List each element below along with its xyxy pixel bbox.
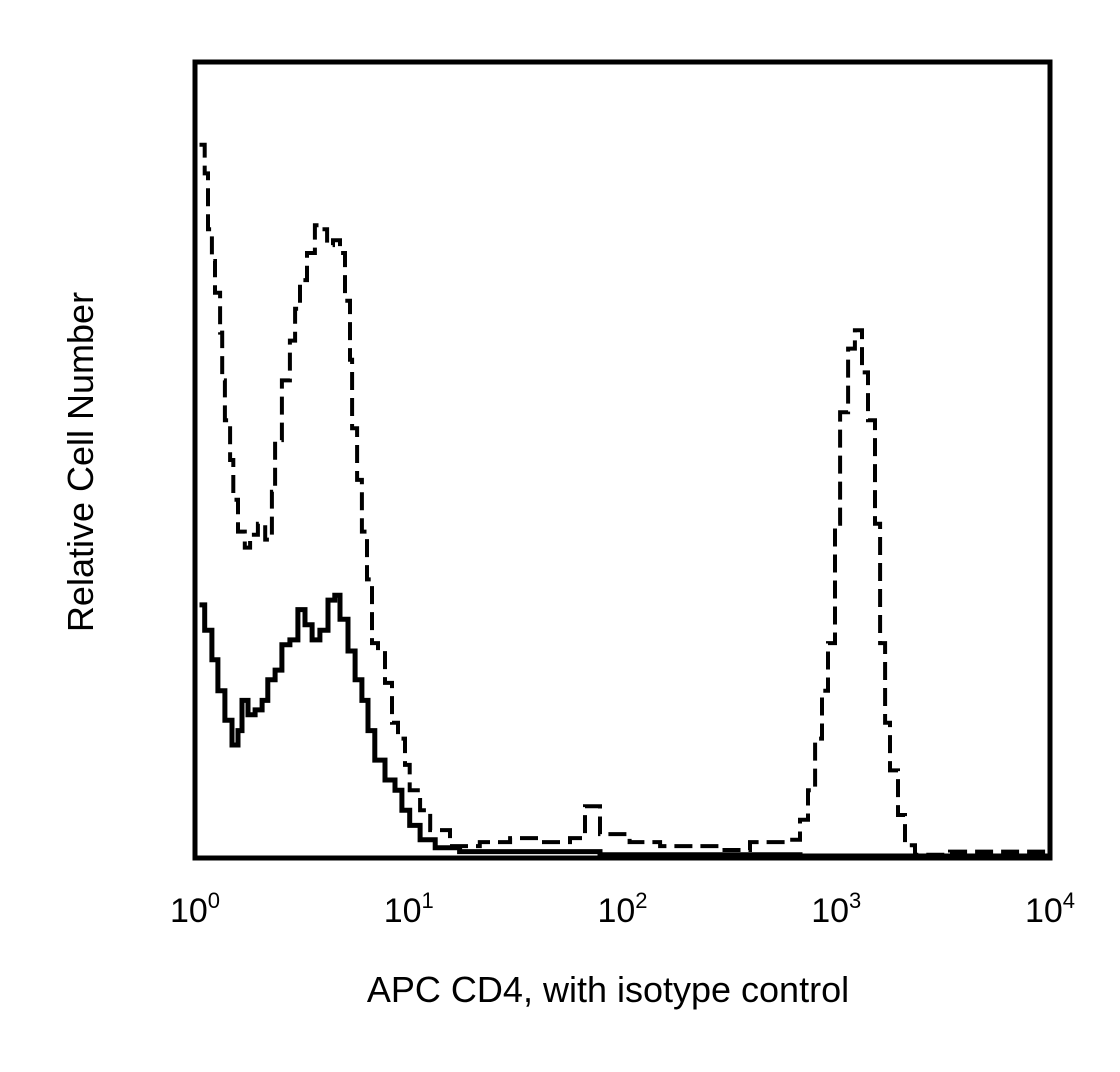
x-tick-label: 100 xyxy=(170,888,220,930)
series-0-dashed-line xyxy=(199,142,1052,857)
tick-base: 10 xyxy=(1025,892,1063,930)
tick-base: 10 xyxy=(384,892,422,930)
x-tick-labels: 100 101 102 103 104 xyxy=(170,888,1075,930)
tick-exponent: 4 xyxy=(1063,888,1075,913)
tick-base: 10 xyxy=(597,892,635,930)
x-tick-label: 103 xyxy=(811,888,861,930)
series-1-solid-line xyxy=(199,592,1053,859)
tick-exponent: 2 xyxy=(635,888,647,913)
tick-exponent: 0 xyxy=(208,888,220,913)
tick-exponent: 1 xyxy=(422,888,434,913)
x-tick-label: 102 xyxy=(597,888,647,930)
tick-base: 10 xyxy=(170,892,208,930)
plot-frame xyxy=(192,59,1053,861)
x-axis-label: APC CD4, with isotype control xyxy=(367,969,849,1010)
x-tick-label: 104 xyxy=(1025,888,1075,930)
x-tick-label: 101 xyxy=(384,888,434,930)
series-layer xyxy=(199,142,1053,859)
y-axis-label: Relative Cell Number xyxy=(60,292,101,632)
tick-exponent: 3 xyxy=(849,888,861,913)
tick-base: 10 xyxy=(811,892,849,930)
